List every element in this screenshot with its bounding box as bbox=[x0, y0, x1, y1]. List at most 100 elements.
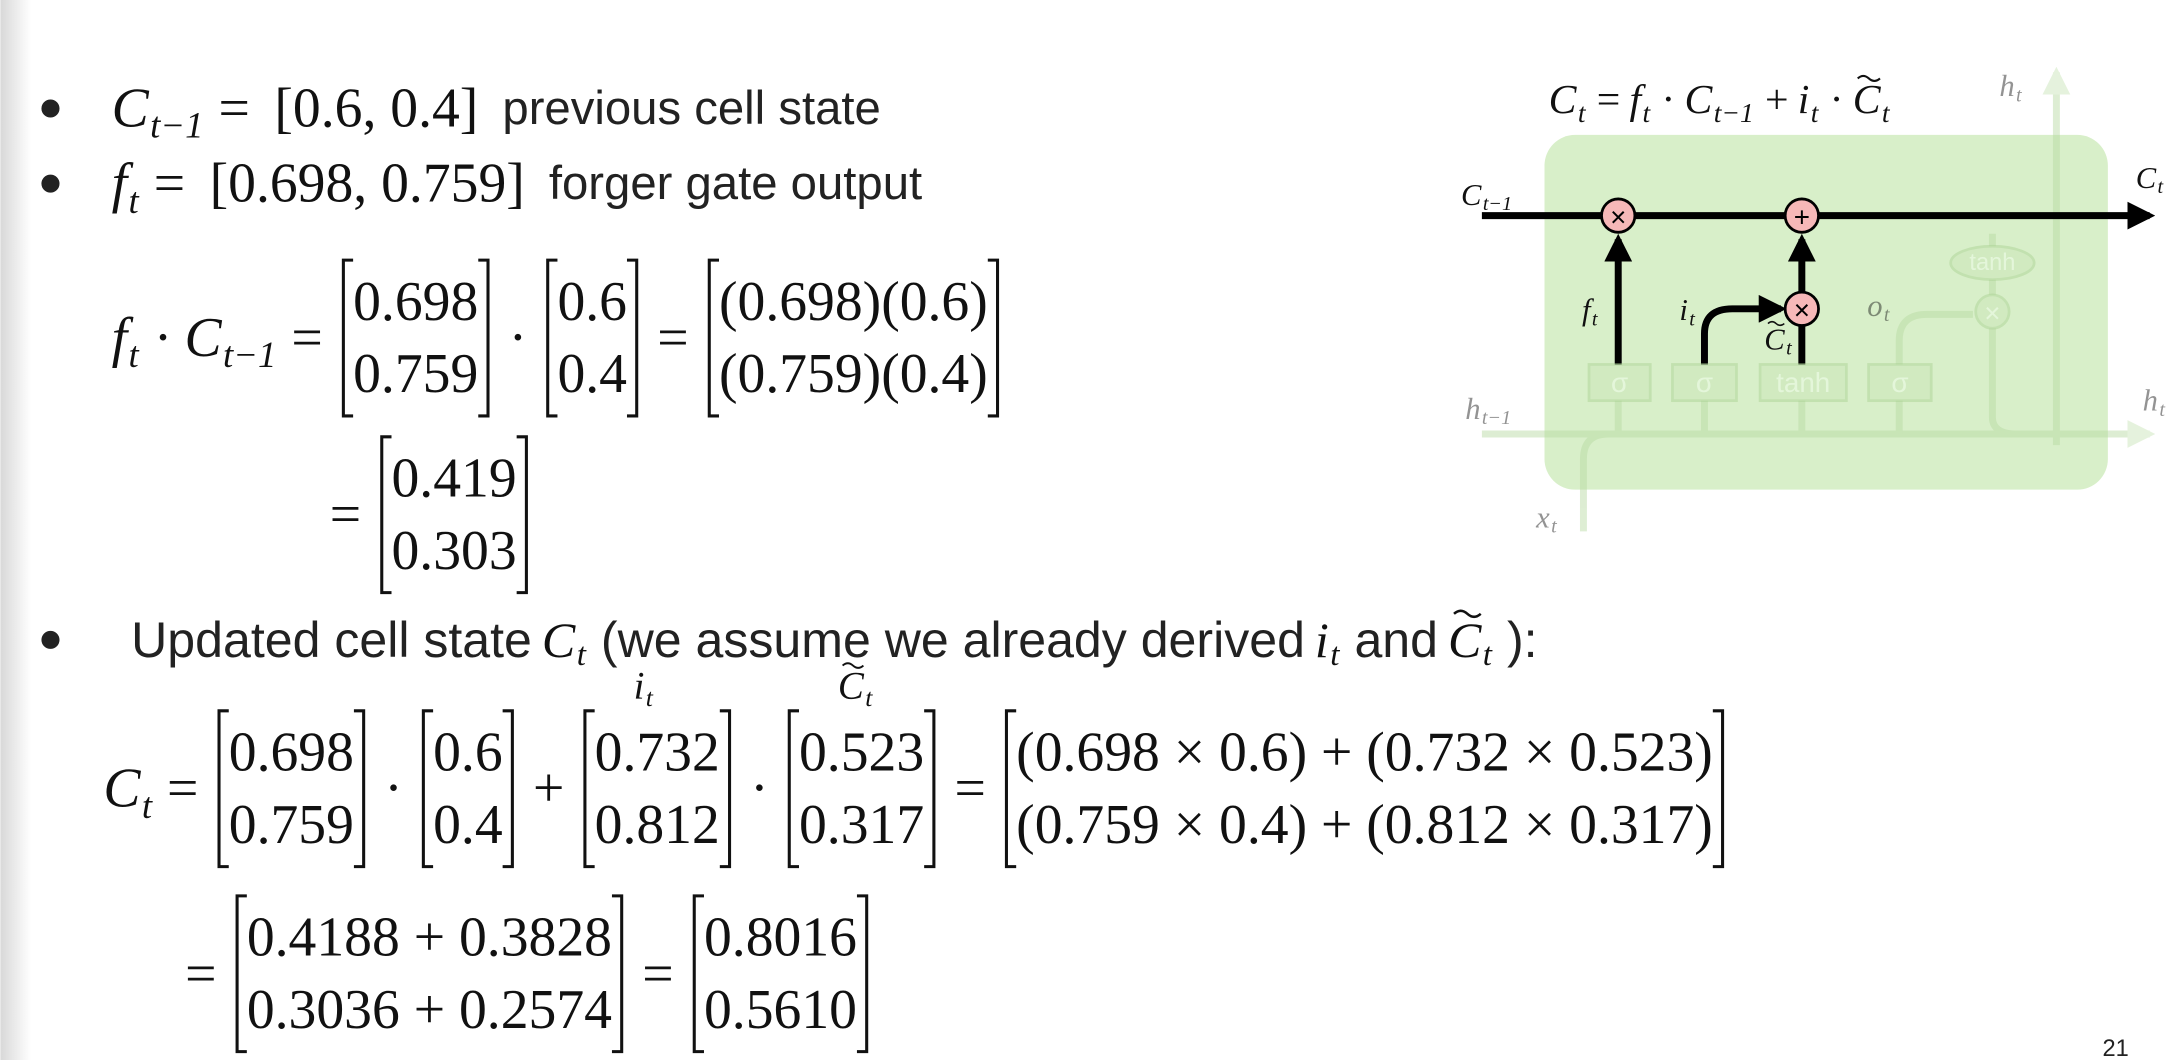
matrix-cell: 0.4 bbox=[557, 343, 627, 405]
math-op: · bbox=[384, 758, 403, 820]
bullet-dot bbox=[41, 174, 60, 193]
pointwise-op: + bbox=[1783, 197, 1820, 234]
math-op: = bbox=[154, 153, 185, 215]
math-var: o bbox=[1867, 289, 1882, 323]
op-symbol: × bbox=[1984, 297, 2000, 328]
tilde bbox=[841, 662, 865, 669]
op-circle bbox=[1783, 197, 1820, 234]
math-op: = bbox=[185, 943, 216, 1005]
tanh-label: tanh bbox=[1969, 250, 2015, 276]
matrix-cell: 0.303 bbox=[392, 520, 517, 582]
faded-paths bbox=[1481, 66, 2156, 532]
matrix-cell: 0.732 bbox=[595, 722, 720, 784]
matrix-cell: 0.3036 + 0.2574 bbox=[247, 979, 612, 1041]
input-arrow bbox=[1700, 294, 1787, 365]
math-sub: t bbox=[129, 180, 140, 221]
matrix-cell: 0.759 bbox=[353, 343, 478, 405]
matrix-cell: 0.698 bbox=[229, 722, 354, 784]
math-op: = bbox=[954, 758, 985, 820]
equation: = 0.419 0.303 bbox=[330, 435, 528, 595]
math-var: h bbox=[1465, 392, 1480, 426]
math-op: = bbox=[1597, 77, 1621, 123]
text: Updated cell state bbox=[131, 612, 532, 668]
math-sub: t bbox=[1330, 637, 1340, 673]
math-var: C bbox=[1764, 322, 1785, 356]
math-var: C bbox=[112, 78, 150, 140]
matrix-cell: 0.419 bbox=[392, 448, 517, 510]
matrix-cell: (0.698)(0.6) bbox=[719, 271, 988, 333]
math-sub: t bbox=[577, 637, 587, 673]
math-sub: t bbox=[1689, 308, 1696, 330]
math-sub: t bbox=[1483, 637, 1493, 673]
op-symbol: × bbox=[1610, 202, 1626, 233]
matrix-cell: 0.6 bbox=[557, 271, 627, 333]
math-var: C bbox=[1448, 612, 1482, 668]
math-var: C bbox=[1461, 178, 1482, 212]
math-op: = bbox=[642, 943, 673, 1005]
op-circle bbox=[1600, 197, 1637, 234]
math-op: + bbox=[1765, 77, 1789, 123]
math-var: C bbox=[1549, 77, 1578, 123]
matrix-cell: 0.5610 bbox=[704, 979, 857, 1041]
math-op: · bbox=[1830, 77, 1844, 123]
bracket bbox=[341, 258, 490, 418]
math-op: · bbox=[509, 307, 528, 369]
bracket bbox=[787, 709, 936, 869]
math-op: = bbox=[330, 484, 361, 546]
text: forger gate output bbox=[549, 157, 922, 210]
bullet-dot bbox=[41, 99, 60, 118]
pointwise-op: × bbox=[1783, 290, 1820, 327]
math-var: C bbox=[103, 758, 141, 820]
bracket bbox=[546, 258, 639, 418]
gate: tanh bbox=[1758, 363, 1848, 403]
math-op: · bbox=[154, 307, 173, 369]
gate-box bbox=[1671, 363, 1738, 403]
math-op: = bbox=[167, 758, 198, 820]
bracket bbox=[421, 709, 514, 869]
matrix-cell: 0.4 bbox=[433, 794, 503, 856]
math-op: · bbox=[750, 758, 769, 820]
gate-box bbox=[1867, 363, 1933, 403]
op-circle bbox=[1974, 293, 2011, 330]
math-sub: t bbox=[129, 334, 140, 375]
page-number: 21 bbox=[2102, 1036, 2128, 1060]
math-op: + bbox=[533, 758, 564, 820]
diagram-label: h t−1 bbox=[1465, 392, 1511, 429]
bracket bbox=[380, 435, 528, 595]
bullet: f t = [0.698, 0.759] forger gate output bbox=[112, 153, 922, 221]
bracket bbox=[583, 709, 732, 869]
math-sub: t bbox=[1592, 308, 1599, 330]
equation: = 0.4188 + 0.3828 0.3036 + 0.2574 = 0.8016 0.… bbox=[185, 894, 869, 1054]
tilde bbox=[1767, 320, 1785, 327]
matrix-cell: 0.8016 bbox=[704, 907, 857, 969]
math-sub: t−1 bbox=[150, 105, 203, 146]
math-var: i bbox=[1798, 77, 1810, 123]
matrix-cell: (0.698 × 0.6) + (0.732 × 0.523) bbox=[1016, 722, 1713, 784]
pointwise-op: × bbox=[1600, 197, 1637, 234]
text: previous cell state bbox=[502, 82, 880, 135]
math-var: i bbox=[1679, 293, 1688, 327]
math-sub: t−1 bbox=[1714, 97, 1754, 128]
gate: σ bbox=[1867, 363, 1933, 403]
gate-label: σ bbox=[1611, 367, 1628, 398]
math-op: = bbox=[291, 307, 322, 369]
op-symbol: + bbox=[1794, 202, 1810, 233]
math-sub: t bbox=[1643, 97, 1652, 128]
gate-label: σ bbox=[1696, 367, 1713, 398]
math-sub: t−1 bbox=[223, 334, 276, 375]
math-op: · bbox=[1661, 77, 1675, 123]
gate: σ bbox=[1587, 363, 1652, 403]
math-op: = bbox=[657, 307, 688, 369]
tanh-node: tanh bbox=[1949, 244, 2036, 281]
